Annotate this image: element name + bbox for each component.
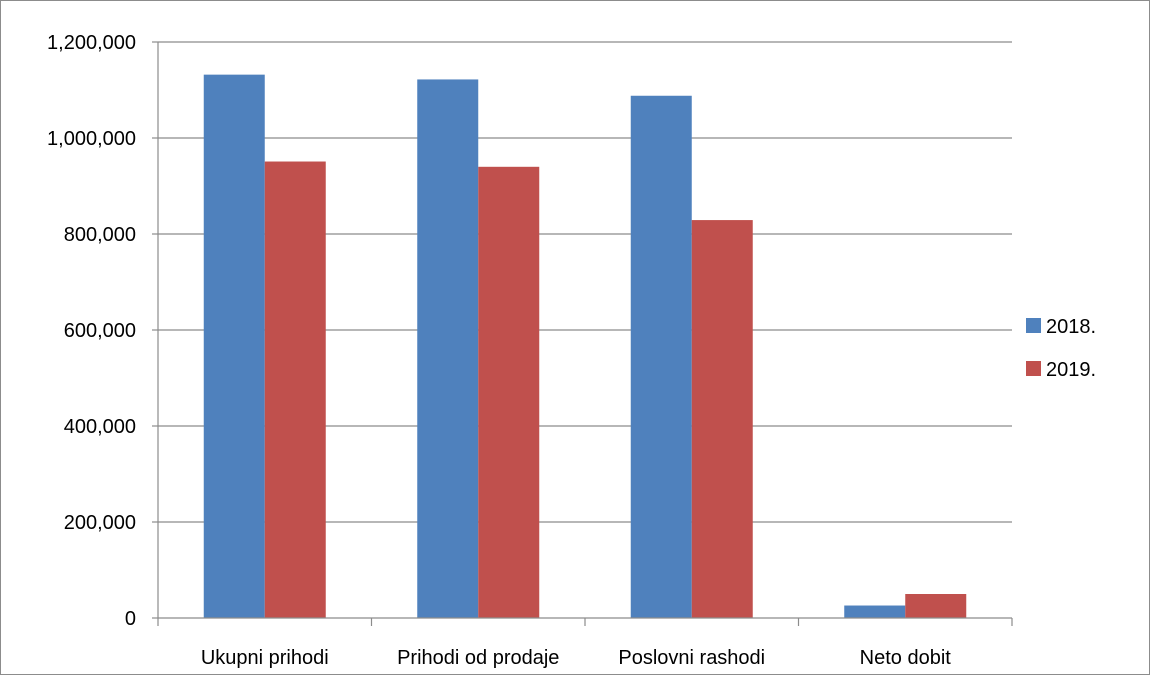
legend-label: 2019.	[1046, 359, 1096, 381]
y-tick-label: 800,000	[64, 224, 136, 246]
legend-label: 2018.	[1046, 316, 1096, 338]
bar-2018-poslovni-rashodi	[630, 95, 692, 618]
bar-2018-ukupni-prihodi	[203, 74, 265, 618]
x-category-labels: Ukupni prihodi Prihodi od prodaje Poslovni…	[201, 647, 951, 669]
x-category-label: Poslovni rashodi	[618, 647, 765, 669]
y-tick-label: 0	[125, 608, 136, 630]
legend-swatch	[1026, 361, 1041, 376]
legend: 2018. 2019.	[1026, 316, 1096, 381]
bar-2018-neto-dobit	[844, 605, 906, 618]
legend-swatch	[1026, 318, 1041, 333]
y-tick-labels: 0 200,000 400,000 600,000 800,000 1,000,000 1,…	[47, 32, 136, 630]
bar-2019-prihodi-od-prodaje	[478, 166, 540, 619]
y-tick-label: 600,000	[64, 320, 136, 342]
y-tick-label: 1,200,000	[47, 32, 136, 54]
x-category-label: Neto dobit	[860, 647, 952, 669]
bar-2019-ukupni-prihodi	[264, 161, 326, 618]
y-tick-label: 200,000	[64, 512, 136, 534]
axes	[152, 41, 1013, 626]
x-category-label: Prihodi od prodaje	[397, 647, 559, 669]
bars	[203, 74, 967, 619]
bar-2019-neto-dobit	[905, 594, 967, 618]
y-tick-label: 400,000	[64, 416, 136, 438]
x-category-label: Ukupni prihodi	[201, 647, 329, 669]
bar-2018-prihodi-od-prodaje	[417, 79, 479, 618]
y-tick-label: 1,000,000	[47, 128, 136, 150]
bar-2019-poslovni-rashodi	[691, 220, 753, 618]
